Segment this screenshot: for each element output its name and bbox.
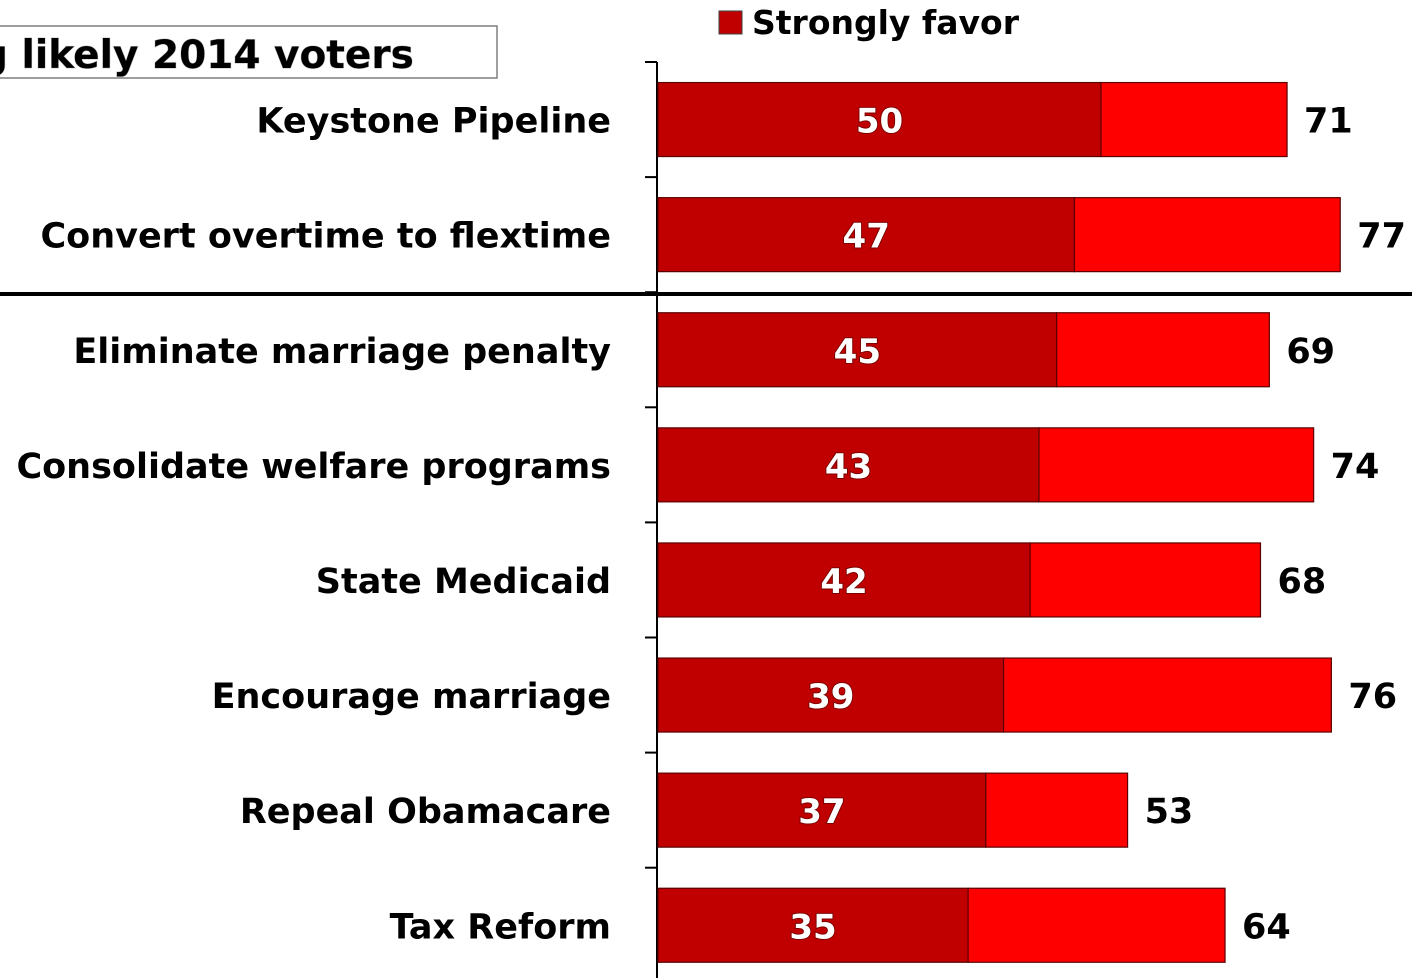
category-label: Consolidate welfare programs (16, 447, 611, 487)
category-label: Keystone Pipeline (256, 102, 611, 142)
bar-total-remainder (1038, 427, 1315, 503)
data-label-total: 68 (1277, 562, 1326, 602)
data-label-total: 76 (1348, 677, 1397, 717)
data-label-strongly-favor: 45 (834, 332, 881, 372)
category-label: Encourage marriage (212, 677, 611, 717)
category-label: Eliminate marriage penalty (73, 332, 611, 372)
category-label: Convert overtime to flextime (40, 217, 611, 257)
bar-total-remainder (967, 887, 1226, 963)
data-label-strongly-favor: 42 (820, 562, 867, 602)
category-label: Tax Reform (390, 907, 611, 947)
chart-title-box: g likely 2014 voters (0, 25, 498, 79)
data-label-total: 53 (1145, 792, 1194, 832)
bar-row: Repeal Obamacare 37 53 (240, 772, 1194, 848)
bar-total-remainder (985, 772, 1129, 848)
bar-total-remainder (1100, 81, 1288, 158)
data-label-total: 64 (1242, 907, 1291, 947)
chart-title-border (0, 25, 498, 79)
data-label-strongly-favor: 35 (789, 907, 836, 947)
data-label-total: 69 (1286, 332, 1335, 372)
bar-strongly-favor (657, 312, 1058, 388)
bar-row: Keystone Pipeline 50 71 (256, 81, 1353, 158)
bar-row: Consolidate welfare programs 43 74 (16, 427, 1380, 503)
bar-strongly-favor (657, 887, 969, 963)
category-label: State Medicaid (316, 562, 611, 602)
data-label-strongly-favor: 37 (798, 792, 845, 832)
bar-strongly-favor (657, 542, 1031, 618)
legend: Strongly favor (718, 3, 1020, 42)
bar-row: Encourage marriage 39 76 (212, 657, 1397, 733)
bar-strongly-favor (657, 772, 987, 848)
data-label-total: 71 (1304, 102, 1353, 142)
category-axis (645, 61, 658, 978)
bar-total-remainder (1073, 197, 1341, 273)
category-label: Repeal Obamacare (240, 792, 611, 832)
bar-row: Tax Reform 35 64 (390, 887, 1291, 963)
bar-total-remainder (1056, 312, 1270, 388)
bar-total-remainder (1029, 542, 1262, 618)
bars-group: Keystone Pipeline 50 71 Convert overtime to… (16, 81, 1406, 963)
bar-row: State Medicaid 42 68 (316, 542, 1326, 618)
legend-swatch-strongly-favor (718, 10, 743, 35)
data-label-strongly-favor: 50 (856, 102, 903, 142)
bar-row: Eliminate marriage penalty 45 69 (73, 312, 1335, 388)
data-label-strongly-favor: 47 (843, 217, 890, 257)
legend-label-strongly-favor: Strongly favor (752, 3, 1020, 42)
bar-strongly-favor (657, 657, 1005, 733)
bar-total-remainder (1002, 657, 1332, 733)
chart-title: g likely 2014 voters (0, 33, 414, 78)
data-label-strongly-favor: 39 (807, 677, 854, 717)
data-label-total: 77 (1357, 217, 1406, 257)
bar-row: Convert overtime to flextime 47 77 (40, 197, 1406, 273)
data-label-strongly-favor: 43 (825, 447, 872, 487)
data-label-total: 74 (1331, 447, 1380, 487)
